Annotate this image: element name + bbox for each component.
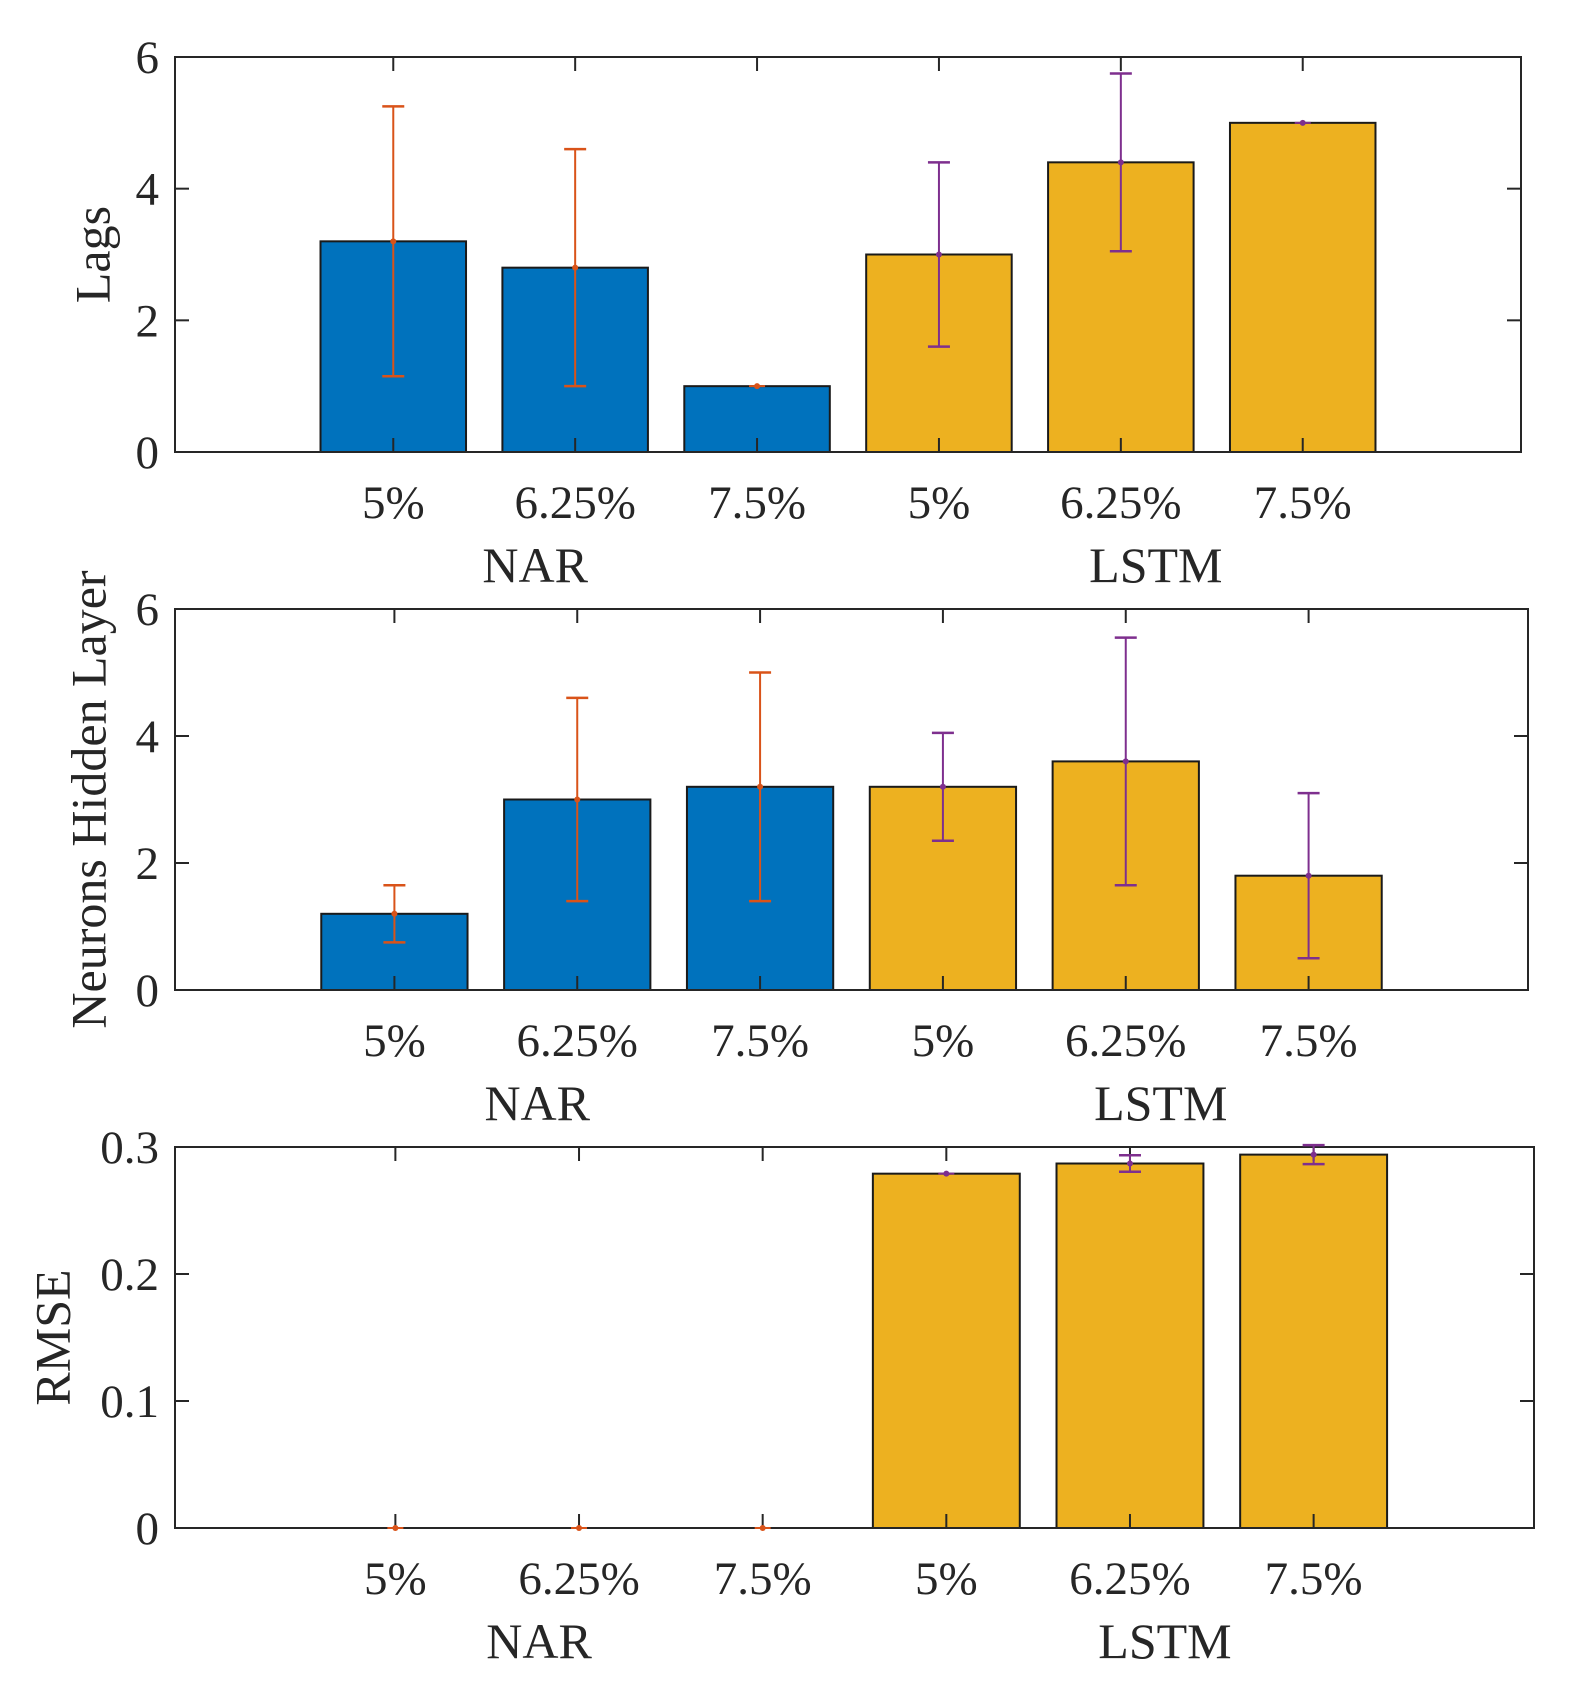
y-tick-label: 0 [136, 965, 160, 1017]
y-axis-label: RMSE [25, 1269, 81, 1405]
error-bar [382, 105, 405, 378]
error-bar-marker [1310, 1151, 1317, 1158]
error-bar-marker [391, 910, 398, 917]
error-bar-marker [1299, 119, 1306, 126]
error-bar [1114, 636, 1137, 887]
y-tick-label: 2 [136, 295, 160, 347]
error-bar-marker [572, 264, 579, 271]
error-bar [1109, 72, 1132, 253]
y-tick-label: 6 [136, 32, 160, 84]
error-bar-marker [574, 796, 581, 803]
y-axis-label: Neurons Hidden Layer [61, 570, 117, 1029]
error-bar-marker [943, 1170, 950, 1177]
x-tick-label: 5% [363, 1015, 426, 1067]
group-label: NAR [486, 1613, 592, 1669]
chart-panel-3: 5% 6.25% 7.5% 5% 6.25% 7.5% NAR LSTM 0 0.1 0.2 0.3 R… [25, 1122, 1535, 1669]
error-bar-marker [935, 251, 942, 258]
error-bar [938, 1170, 955, 1177]
x-tick-label: 6.25% [518, 1553, 639, 1605]
error-bar-marker [754, 383, 761, 390]
y-tick-label: 6 [136, 584, 160, 636]
y-tick-label: 2 [136, 838, 160, 890]
x-tick-label: 5% [362, 477, 425, 529]
x-tick-label: 5% [912, 1015, 975, 1067]
bar [871, 1172, 1021, 1530]
error-bar-marker [1117, 159, 1124, 166]
axes-box [174, 56, 1522, 453]
error-bar [1302, 1143, 1325, 1166]
x-tick-label: 7.5% [708, 477, 806, 529]
y-tick-label: 0 [136, 427, 160, 479]
group-label: LSTM [1089, 537, 1222, 593]
y-axis-label: Lags [65, 206, 121, 303]
error-bar [387, 1525, 404, 1531]
x-tick-label: 5% [908, 477, 971, 529]
error-bar-marker [1126, 1160, 1133, 1167]
y-tick-label: 4 [136, 164, 160, 216]
x-tick-label: 7.5% [1254, 477, 1352, 529]
group-label: NAR [484, 1075, 590, 1131]
bar [1228, 121, 1377, 453]
x-tick-label: 7.5% [1265, 1553, 1363, 1605]
error-bar-marker [1122, 758, 1129, 765]
chart-panel-1: 5% 6.25% 7.5% 5% 6.25% 7.5% NAR LSTM 0 2 4 6 Lags [65, 32, 1522, 593]
group-label: LSTM [1098, 1613, 1231, 1669]
error-bar-marker [939, 783, 946, 790]
x-tick-label: 5% [364, 1553, 427, 1605]
bar [1055, 1162, 1205, 1529]
error-bar [754, 1525, 771, 1531]
x-tick-label: 6.25% [1060, 477, 1181, 529]
error-bar [1294, 119, 1311, 126]
error-bar [571, 1525, 588, 1531]
y-tick-label: 0.3 [100, 1122, 159, 1174]
error-bar-marker [1305, 872, 1312, 879]
x-tick-label: 6.25% [517, 1015, 638, 1067]
x-tick-label: 6.25% [1069, 1553, 1190, 1605]
x-tick-label: 5% [915, 1553, 978, 1605]
x-tick-label: 7.5% [714, 1553, 812, 1605]
error-bar-marker [759, 1525, 766, 1531]
x-tick-label: 6.25% [1065, 1015, 1186, 1067]
error-bar [383, 883, 406, 944]
axes-box [174, 608, 1529, 991]
chart-panel-2: 5% 6.25% 7.5% 5% 6.25% 7.5% NAR LSTM 0 2 4 6 Neurons… [61, 570, 1529, 1131]
bar [1239, 1153, 1389, 1529]
error-bar [749, 671, 772, 903]
x-tick-label: 6.25% [514, 477, 635, 529]
x-tick-label: 7.5% [1260, 1015, 1358, 1067]
x-tick-label: 7.5% [711, 1015, 809, 1067]
error-bar [749, 383, 766, 390]
error-bar-marker [390, 238, 397, 245]
y-tick-label: 4 [136, 711, 160, 763]
axes-box [174, 1146, 1535, 1529]
error-bar [1118, 1154, 1141, 1174]
error-bar [1297, 791, 1320, 960]
error-bar [931, 731, 954, 843]
error-bar-marker [757, 783, 764, 790]
y-tick-label: 0 [136, 1503, 160, 1555]
y-tick-label: 0.2 [100, 1249, 159, 1301]
error-bar [564, 147, 587, 388]
y-tick-label: 0.1 [100, 1376, 159, 1428]
error-bar-marker [576, 1525, 583, 1531]
group-label: NAR [482, 537, 588, 593]
error-bar [566, 696, 589, 903]
group-label: LSTM [1094, 1075, 1227, 1131]
error-bar [927, 161, 950, 348]
error-bar-marker [392, 1525, 399, 1531]
